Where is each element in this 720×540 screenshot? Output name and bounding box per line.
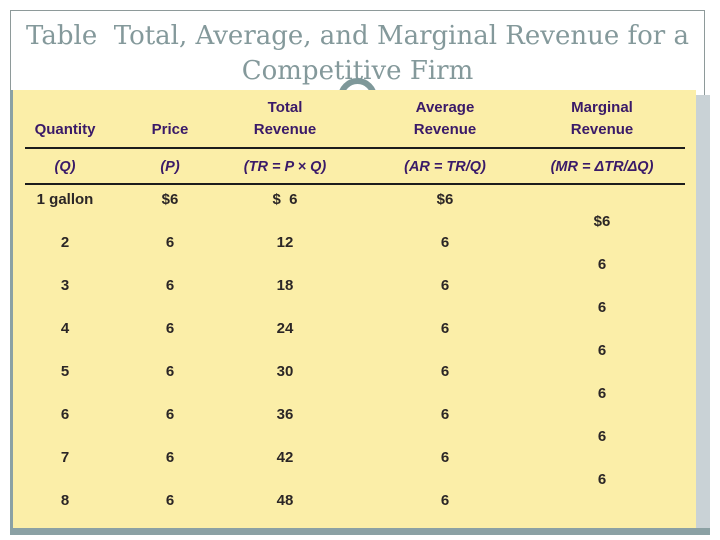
table-row: 2 6 12 6 [13, 232, 696, 254]
slide-title-line-1: Table Total, Average, and Marginal Reven… [26, 21, 689, 51]
column-header: Total [267, 99, 303, 116]
table-cell: 1 gallon [36, 191, 94, 208]
column-formula: (P) [160, 159, 180, 175]
table-row-marginal: 6 [13, 297, 696, 319]
column-formula: (TR = P × Q) [243, 159, 327, 175]
table-cell: 6 [440, 406, 450, 423]
table-cell: 6 [165, 406, 175, 423]
table-cell: 6 [597, 255, 607, 273]
table-cell: 42 [276, 449, 294, 466]
table-cell: 6 [440, 449, 450, 466]
table-row: 8 6 48 6 [13, 490, 696, 512]
table-cell: 6 [165, 363, 175, 380]
table-cell: 30 [276, 363, 294, 380]
table-cell: 6 [440, 363, 450, 380]
table-cell: 6 [165, 449, 175, 466]
column-header: Revenue [570, 121, 634, 138]
table-cell: 3 [60, 277, 70, 294]
table-row-marginal: 6 [13, 383, 696, 405]
table-cell: 7 [60, 449, 70, 466]
table-cell: 2 [60, 234, 70, 251]
header-divider-line [25, 147, 685, 149]
table-cell: $6 [161, 191, 179, 208]
table-row-marginal: $6 [13, 211, 696, 233]
column-header: Marginal [571, 99, 633, 116]
table-cell: 6 [440, 234, 450, 251]
table-cell: 6 [440, 277, 450, 294]
table-cell: 6 [165, 277, 175, 294]
table-row-marginal: 6 [13, 469, 696, 491]
formula-divider-line [25, 183, 685, 185]
figure-right-edge [696, 95, 710, 528]
table-cell: 12 [276, 234, 294, 251]
figure-bottom-edge [10, 528, 710, 535]
table-cell: 6 [597, 298, 607, 316]
column-header: Revenue [253, 121, 317, 138]
table-row-marginal: 6 [13, 426, 696, 448]
table-cell: 48 [276, 492, 294, 509]
table-cell: 4 [60, 320, 70, 337]
table-row-marginal: 6 [13, 254, 696, 276]
table-row-marginal: 6 [13, 340, 696, 362]
column-header: Average [415, 99, 475, 116]
column-formula: (AR = TR/Q) [404, 159, 486, 175]
table-row: 1 gallon $6 $ 6 $6 [13, 189, 696, 211]
column-header: Price [151, 121, 189, 138]
table-cell: $6 [436, 191, 454, 208]
revenue-table-figure: Total Average Marginal Quantity Price Re… [10, 90, 710, 535]
table-cell: 6 [597, 341, 607, 359]
table-cell: 6 [165, 234, 175, 251]
table-cell: $ 6 [272, 191, 298, 208]
figure-left-edge [10, 90, 13, 535]
table-cell: 8 [60, 492, 70, 509]
column-formula: (Q) [54, 159, 76, 175]
column-header: Revenue [413, 121, 477, 138]
slide-title-box: Table Total, Average, and Marginal Reven… [10, 10, 705, 101]
table-row: 3 6 18 6 [13, 275, 696, 297]
table-cell: 6 [597, 384, 607, 402]
table-cell: 6 [60, 406, 70, 423]
table-row: 4 6 24 6 [13, 318, 696, 340]
table-cell: 6 [165, 492, 175, 509]
slide-title-line-2: Competitive Firm [241, 56, 474, 86]
table-cell: 24 [276, 320, 294, 337]
table-row: 5 6 30 6 [13, 361, 696, 383]
table-row: 7 6 42 6 [13, 447, 696, 469]
column-formula: (MR = ΔTR/ΔQ) [550, 159, 654, 175]
table-cell: 6 [440, 492, 450, 509]
table-cell: 6 [165, 320, 175, 337]
table-cell: 6 [440, 320, 450, 337]
table-cell: 5 [60, 363, 70, 380]
table-cell: 36 [276, 406, 294, 423]
table-cell: 18 [276, 277, 294, 294]
column-header: Quantity [34, 121, 96, 138]
table-cell: 6 [597, 427, 607, 445]
table-cell: $6 [593, 212, 611, 230]
table-row: 6 6 36 6 [13, 404, 696, 426]
table-cell: 6 [597, 470, 607, 488]
table-body: Total Average Marginal Quantity Price Re… [13, 90, 696, 528]
